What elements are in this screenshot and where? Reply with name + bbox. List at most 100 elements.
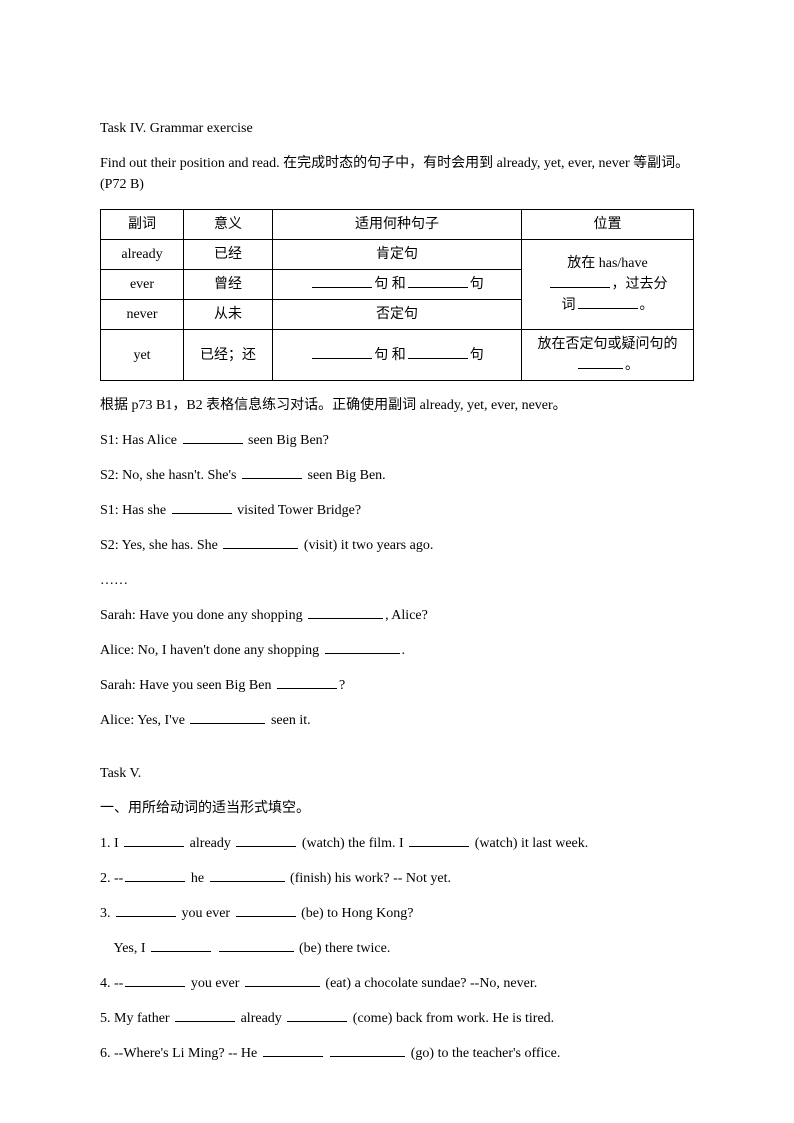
task5-title: Task V. [100,763,694,784]
blank-input[interactable] [183,430,243,444]
text: S2: No, she hasn't. She's [100,468,240,483]
cell-sentence: 否定句 [272,300,521,330]
blank-input[interactable] [325,640,400,654]
text: 。 [625,358,639,373]
blank-input[interactable] [312,274,372,288]
text: (watch) the film. I [298,836,407,851]
dialog-intro: 根据 p73 B1，B2 表格信息练习对话。正确使用副词 already, ye… [100,395,694,416]
text: 。 [640,298,654,313]
text: S1: Has she [100,503,170,518]
blank-input[interactable] [125,973,185,987]
cell-sentence: 句 和句 [272,270,521,300]
text: (go) to the teacher's office. [407,1046,560,1061]
blank-input[interactable] [408,345,468,359]
cell-position-merged: 放在 has/have ，过去分 词 。 [522,240,694,330]
blank-input[interactable] [242,465,302,479]
blank-input[interactable] [175,1008,235,1022]
text: you ever [178,906,234,921]
blank-input[interactable] [172,500,232,514]
cell-meaning: 从未 [184,300,273,330]
blank-input[interactable] [277,675,337,689]
text: visited Tower Bridge? [234,503,361,518]
text: S2: Yes, she has. She [100,538,221,553]
text: you ever [187,976,243,991]
text: 2. -- [100,871,123,886]
text: 句 [470,348,484,363]
cell-meaning: 已经 [184,240,273,270]
text: 3. [100,906,114,921]
task4-instruction: Find out their position and read. 在完成时态的… [100,153,694,195]
text: 6. --Where's Li Ming? -- He [100,1046,261,1061]
blank-input[interactable] [287,1008,347,1022]
text: 放在 has/have [567,256,647,271]
text: Sarah: Have you seen Big Ben [100,678,275,693]
dialog-line: S2: No, she hasn't. She's seen Big Ben. [100,465,694,486]
text: Alice: No, I haven't done any shopping [100,643,323,658]
table-row: yet 已经；还 句 和句 放在否定句或疑问句的。 [101,330,694,381]
blank-input[interactable] [223,535,298,549]
blank-input[interactable] [409,833,469,847]
blank-input[interactable] [219,938,294,952]
text: Sarah: Have you done any shopping [100,608,306,623]
blank-input[interactable] [578,295,638,309]
dialog-line: S2: Yes, she has. She (visit) it two yea… [100,535,694,556]
text: 5. My father [100,1011,173,1026]
question-line: 6. --Where's Li Ming? -- He (go) to the … [100,1043,694,1064]
cell-yet: yet [101,330,184,381]
blank-input[interactable] [116,903,176,917]
blank-input[interactable] [408,274,468,288]
question-line: 3. you ever (be) to Hong Kong? [100,903,694,924]
dialog-line: Alice: Yes, I've seen it. [100,710,694,731]
blank-input[interactable] [236,833,296,847]
th-adverb: 副词 [101,210,184,240]
text: Yes, I [100,941,149,956]
question-line: Yes, I (be) there twice. [100,938,694,959]
text: (be) to Hong Kong? [298,906,414,921]
text: he [187,871,207,886]
cell-ever: ever [101,270,184,300]
question-line: 2. -- he (finish) his work? -- Not yet. [100,868,694,889]
blank-input[interactable] [236,903,296,917]
table-header-row: 副词 意义 适用何种句子 位置 [101,210,694,240]
cell-never: never [101,300,184,330]
text: (eat) a chocolate sundae? --No, never. [322,976,537,991]
dialog-line: S1: Has Alice seen Big Ben? [100,430,694,451]
text: 句 [470,277,484,292]
text: (visit) it two years ago. [300,538,433,553]
text: (watch) it last week. [471,836,588,851]
blank-input[interactable] [312,345,372,359]
blank-input[interactable] [330,1043,405,1057]
ellipsis: …… [100,570,694,591]
text: Alice: Yes, I've [100,713,188,728]
blank-input[interactable] [125,868,185,882]
text: ，过去分 [612,277,668,292]
table-row: already 已经 肯定句 放在 has/have ，过去分 词。 [101,240,694,270]
text: (come) back from work. He is tired. [349,1011,554,1026]
question-line: 4. -- you ever (eat) a chocolate sundae?… [100,973,694,994]
dialog-line: Sarah: Have you done any shopping , Alic… [100,605,694,626]
text: seen it. [267,713,310,728]
question-line: 1. I already (watch) the film. I (watch)… [100,833,694,854]
text: ? [339,678,345,693]
th-sentence: 适用何种句子 [272,210,521,240]
blank-input[interactable] [308,605,383,619]
blank-input[interactable] [124,833,184,847]
blank-input[interactable] [578,355,623,369]
blank-input[interactable] [210,868,285,882]
text: 4. -- [100,976,123,991]
task4-title: Task IV. Grammar exercise [100,118,694,139]
cell-already: already [101,240,184,270]
cell-position: 放在否定句或疑问句的。 [522,330,694,381]
blank-input[interactable] [190,710,265,724]
text: 放在否定句或疑问句的 [538,337,678,352]
question-line: 5. My father already (come) back from wo… [100,1008,694,1029]
blank-input[interactable] [245,973,320,987]
task5-sub: 一、用所给动词的适当形式填空。 [100,798,694,819]
blank-input[interactable] [550,274,610,288]
cell-meaning: 曾经 [184,270,273,300]
text: 词 [562,298,576,313]
text: (finish) his work? -- Not yet. [287,871,451,886]
text: , Alice? [385,608,428,623]
blank-input[interactable] [263,1043,323,1057]
blank-input[interactable] [151,938,211,952]
